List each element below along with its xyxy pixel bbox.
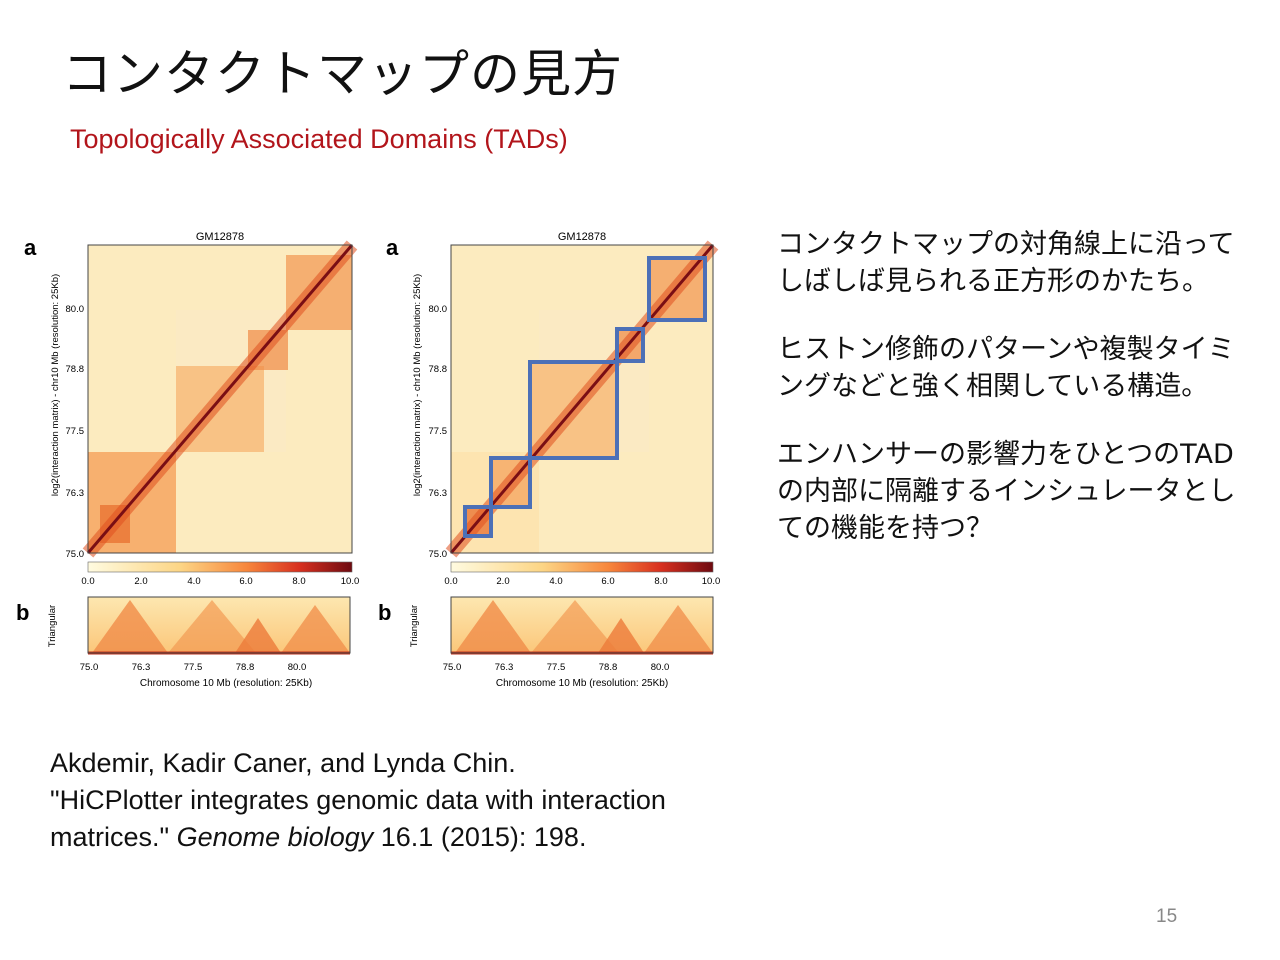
right-panel: a GM12878 log2(interaction matrix) - chr… xyxy=(378,231,720,689)
colorbar-tick-label: 8.0 xyxy=(292,576,305,587)
colorbar-tick-label: 10.0 xyxy=(341,576,360,587)
description-item: エンハンサーの影響力をひとつのTADの内部に隔離するインシュレータとしての機能を… xyxy=(777,439,1236,544)
citation-article: "HiCPlotter integrates genomic data with… xyxy=(50,785,666,852)
colorbar-ticks: 0.0 2.0 4.0 6.0 8.0 10.0 xyxy=(444,576,720,587)
triangle-plot xyxy=(450,596,714,655)
description-list: コンタクトマップの対角線上に沿ってしばしば見られる正方形のかたち。 ヒストン修飾… xyxy=(777,226,1247,578)
x-tick-label: 76.3 xyxy=(132,662,151,673)
colorbar-tick-label: 2.0 xyxy=(496,576,509,587)
colorbar-tick-label: 6.0 xyxy=(239,576,252,587)
y-tick-label: 76.3 xyxy=(66,488,85,499)
tad-box xyxy=(489,456,532,509)
citation-volume: 16.1 xyxy=(380,822,434,852)
x-tick-label: 76.3 xyxy=(495,662,514,673)
citation-journal: Genome biology xyxy=(176,822,374,852)
tad-box xyxy=(463,505,493,538)
y-tick-label: 80.0 xyxy=(66,304,85,315)
x-tick-label: 75.0 xyxy=(443,662,462,673)
tad-box xyxy=(528,360,619,460)
y-tick-label: 77.5 xyxy=(66,426,85,437)
hic-figure: a GM12878 log2(interaction matrix) - chr… xyxy=(16,231,720,689)
description-item: ヒストン修飾のパターンや複製タイミングなどと強く相関している構造。 xyxy=(777,334,1235,402)
x-tick-label: 80.0 xyxy=(651,662,670,673)
heatmap-title: GM12878 xyxy=(558,231,606,243)
y-tick-label: 78.8 xyxy=(66,364,85,375)
citation: Akdemir, Kadir Caner, and Lynda Chin. "H… xyxy=(50,745,690,856)
tad-boxes xyxy=(463,256,707,538)
contact-heatmap xyxy=(82,240,358,558)
panel-b-label: b xyxy=(378,600,391,625)
y-tick-label: 75.0 xyxy=(429,549,448,560)
colorbar xyxy=(87,561,353,573)
y-ticks: 80.0 78.8 77.5 76.3 75.0 xyxy=(66,304,85,560)
x-tick-label: 78.8 xyxy=(599,662,618,673)
y-axis-label: log2(interaction matrix) - chr10 Mb (res… xyxy=(50,274,61,496)
y-tick-label: 78.8 xyxy=(429,364,448,375)
panel-b-label: b xyxy=(16,600,29,625)
colorbar xyxy=(450,561,714,573)
y-axis-label: log2(interaction matrix) - chr10 Mb (res… xyxy=(412,274,423,496)
x-tick-label: 77.5 xyxy=(547,662,566,673)
y-tick-label: 75.0 xyxy=(66,549,85,560)
tad-box xyxy=(615,327,645,363)
x-tick-label: 78.8 xyxy=(236,662,255,673)
colorbar-tick-label: 4.0 xyxy=(187,576,200,587)
colorbar-tick-label: 0.0 xyxy=(81,576,94,587)
x-ticks: 75.0 76.3 77.5 78.8 80.0 xyxy=(443,662,670,673)
x-tick-label: 75.0 xyxy=(80,662,99,673)
contact-heatmap xyxy=(445,240,719,558)
x-tick-label: 77.5 xyxy=(184,662,203,673)
page-number: 15 xyxy=(1156,906,1178,927)
y-ticks: 80.0 78.8 77.5 76.3 75.0 xyxy=(429,304,448,560)
citation-authors: Akdemir, Kadir Caner, and Lynda Chin. xyxy=(50,748,516,778)
x-ticks: 75.0 76.3 77.5 78.8 80.0 xyxy=(80,662,307,673)
colorbar-tick-label: 6.0 xyxy=(601,576,614,587)
colorbar-tick-label: 2.0 xyxy=(134,576,147,587)
colorbar-tick-label: 0.0 xyxy=(444,576,457,587)
triangle-plot xyxy=(87,596,351,655)
colorbar-tick-label: 4.0 xyxy=(549,576,562,587)
citation-year-pages: (2015): 198. xyxy=(440,822,587,852)
y-tick-label: 77.5 xyxy=(429,426,448,437)
left-panel: a GM12878 log2(interaction matrix) - chr… xyxy=(16,231,359,689)
colorbar-tick-label: 8.0 xyxy=(654,576,667,587)
x-tick-label: 80.0 xyxy=(288,662,307,673)
y-tick-label: 76.3 xyxy=(429,488,448,499)
panel-a-label: a xyxy=(24,235,37,260)
x-axis-label: Chromosome 10 Mb (resolution: 25Kb) xyxy=(496,678,668,689)
description-item: コンタクトマップの対角線上に沿ってしばしば見られる正方形のかたち。 xyxy=(777,229,1235,297)
tad-box xyxy=(647,256,707,322)
colorbar-ticks: 0.0 2.0 4.0 6.0 8.0 10.0 xyxy=(81,576,359,587)
heatmap-title: GM12878 xyxy=(196,231,244,243)
colorbar-tick-label: 10.0 xyxy=(702,576,721,587)
slide-title: コンタクトマップの見方 xyxy=(62,45,623,103)
panel-a-label: a xyxy=(386,235,399,260)
x-axis-label: Chromosome 10 Mb (resolution: 25Kb) xyxy=(140,678,312,689)
slide-subtitle: Topologically Associated Domains (TADs) xyxy=(70,124,568,154)
triangle-y-label: Triangular xyxy=(409,605,420,647)
triangle-y-label: Triangular xyxy=(47,605,58,647)
y-tick-label: 80.0 xyxy=(429,304,448,315)
